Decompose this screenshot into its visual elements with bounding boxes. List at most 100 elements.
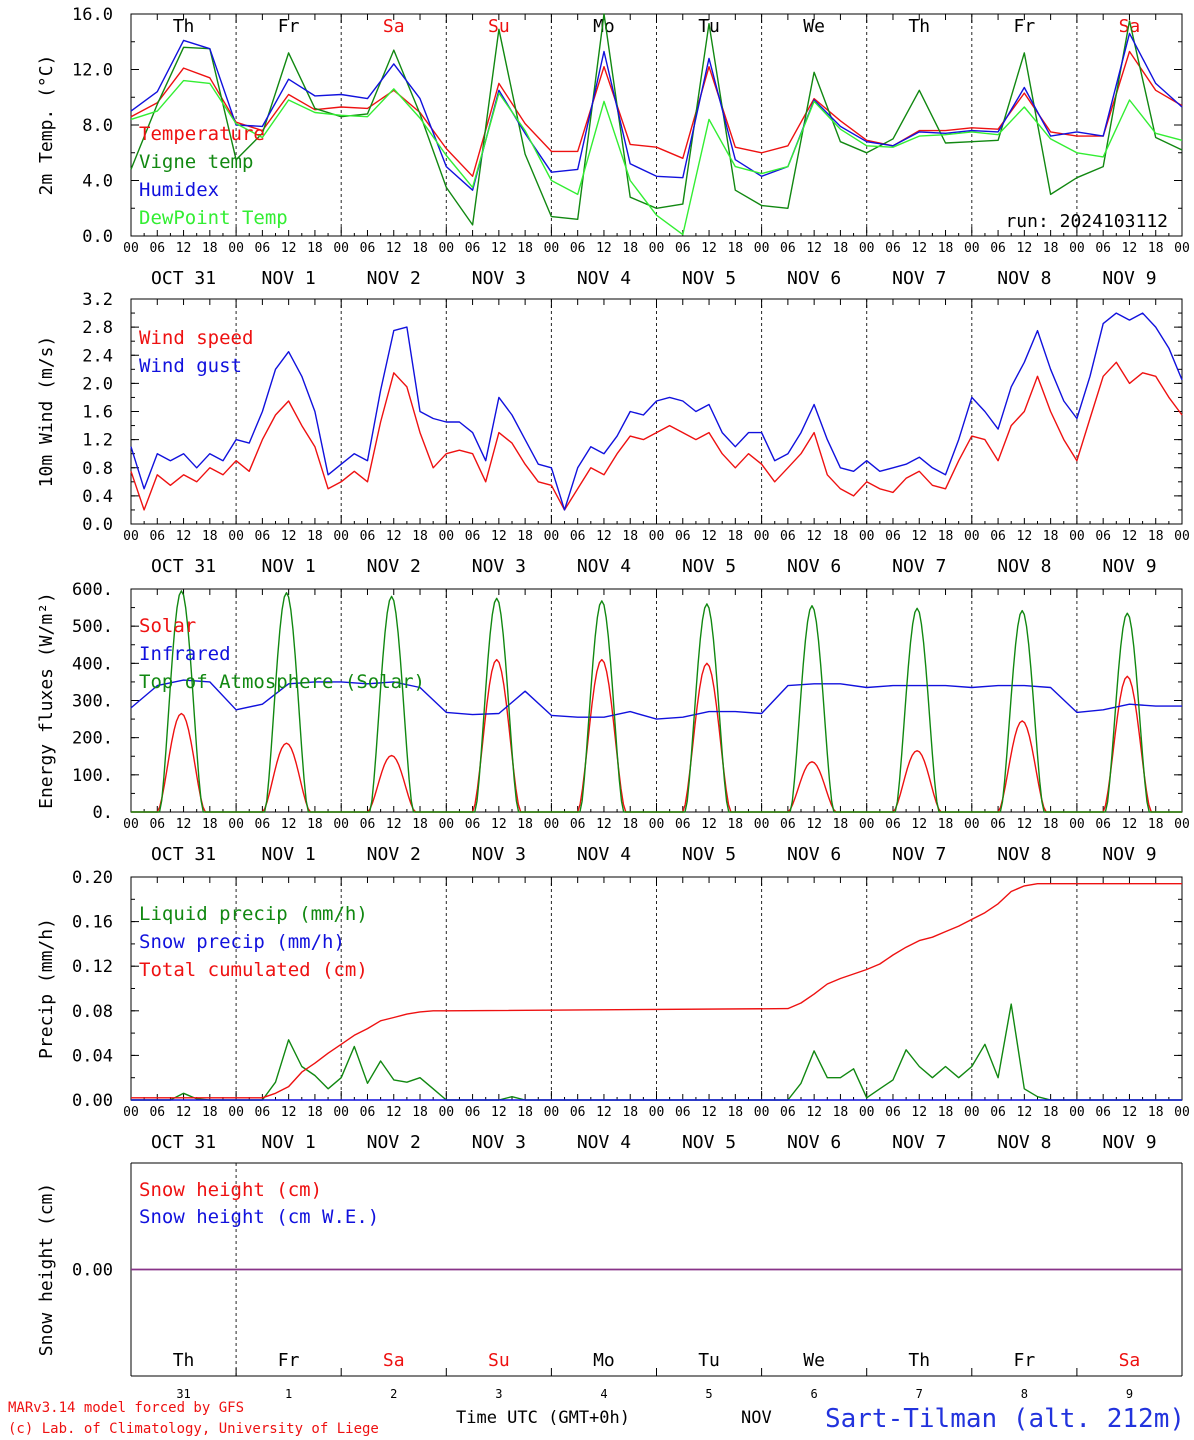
legend-entry: Vigne temp	[139, 151, 253, 173]
hour-tick-label: 06	[255, 241, 271, 256]
legend-entry: Total cumulated (cm)	[139, 959, 368, 981]
series-line-wind-gust	[130, 312, 1183, 511]
hour-tick-label: 12	[176, 241, 192, 256]
hour-tick-label: 12	[1122, 1105, 1138, 1120]
weekday-label: Sa	[383, 16, 405, 37]
hour-tick-label: 00	[228, 241, 244, 256]
weekday-label: Fr	[1014, 1350, 1036, 1371]
hour-tick-label: 18	[1043, 1105, 1059, 1120]
hour-tick-label: 06	[780, 241, 796, 256]
weekday-label: Sa	[383, 1350, 405, 1371]
weekday-label: Tu	[698, 1350, 720, 1371]
hour-tick-label: 18	[622, 529, 638, 544]
date-label: NOV 9	[1102, 268, 1156, 289]
run-label: run: 2024103112	[1005, 211, 1168, 232]
hour-tick-label: 00	[228, 817, 244, 832]
hour-tick-label: 18	[202, 241, 218, 256]
date-label: NOV 7	[892, 556, 946, 577]
hour-tick-label: 12	[1122, 241, 1138, 256]
legend-entry: Solar	[139, 615, 196, 637]
y-tick-label: 0.4	[82, 487, 113, 507]
y-tick-label: 1.6	[82, 403, 113, 423]
date-label: NOV 2	[367, 268, 421, 289]
hour-tick-label: 00	[123, 529, 139, 544]
hour-tick-label: 18	[1148, 1105, 1164, 1120]
hour-tick-label: 12	[911, 1105, 927, 1120]
date-label: NOV 5	[682, 1132, 736, 1153]
y-tick-label: 2.0	[82, 374, 113, 394]
hour-tick-label: 06	[149, 817, 165, 832]
hour-tick-label: 00	[544, 1105, 560, 1120]
hour-tick-label: 06	[570, 529, 586, 544]
hour-tick-label: 18	[622, 241, 638, 256]
model-line: MARv3.14 model forced by GFS	[8, 1400, 244, 1416]
hour-tick-label: 06	[885, 529, 901, 544]
series-line-total-cumulated-cm	[131, 883, 1182, 1099]
hour-tick-label: 00	[438, 1105, 454, 1120]
hour-tick-label: 00	[964, 241, 980, 256]
hour-tick-label: 18	[202, 1105, 218, 1120]
hour-tick-label: 00	[333, 817, 349, 832]
hour-tick-label: 00	[754, 817, 770, 832]
y-tick-label: 0.00	[72, 1261, 113, 1281]
hour-tick-label: 06	[675, 1105, 691, 1120]
hour-tick-label: 12	[1017, 1105, 1033, 1120]
y-axis-label: Energy fluxes (W/m²)	[36, 592, 57, 809]
hour-tick-label: 06	[465, 241, 481, 256]
hour-tick-label: 12	[701, 817, 717, 832]
hour-tick-label: 06	[675, 241, 691, 256]
day-number-label: 1	[285, 1387, 292, 1401]
hour-tick-label: 00	[1174, 1105, 1190, 1120]
hour-tick-label: 00	[964, 529, 980, 544]
date-label: OCT 31	[151, 1132, 216, 1153]
hour-tick-label: 12	[281, 241, 297, 256]
hour-tick-label: 00	[964, 1105, 980, 1120]
hour-tick-label: 06	[570, 817, 586, 832]
y-tick-label: 0.08	[72, 1002, 113, 1022]
hour-tick-label: 00	[964, 817, 980, 832]
hour-tick-label: 00	[438, 529, 454, 544]
hour-tick-label: 12	[1122, 817, 1138, 832]
weekday-label: Th	[908, 16, 930, 37]
hour-tick-label: 06	[885, 1105, 901, 1120]
hour-tick-label: 18	[727, 241, 743, 256]
date-label: NOV 5	[682, 556, 736, 577]
hour-tick-label: 12	[1017, 817, 1033, 832]
legend-entry: Wind gust	[139, 355, 242, 377]
y-tick-label: 3.2	[82, 290, 113, 310]
series-line-dewpoint-temp	[130, 79, 1183, 236]
y-tick-label: 0.0	[82, 227, 113, 247]
hour-tick-label: 12	[701, 1105, 717, 1120]
hour-tick-label: 06	[1095, 1105, 1111, 1120]
legend-entry: Liquid precip (mm/h)	[139, 903, 368, 925]
hour-tick-label: 12	[911, 529, 927, 544]
hour-tick-label: 18	[938, 817, 954, 832]
y-axis-label: 2m Temp. (°C)	[36, 55, 57, 196]
hour-tick-label: 12	[491, 817, 507, 832]
weekday-label: Mo	[593, 16, 615, 37]
hour-tick-label: 06	[990, 1105, 1006, 1120]
hour-tick-label: 12	[596, 529, 612, 544]
panel-1: 0.0 4.0 8.0 12.0 16.0 2m Temp. (°C) 00 06 12 18 OC…	[36, 5, 1190, 289]
hour-tick-label: 12	[911, 817, 927, 832]
y-tick-label: 12.0	[72, 61, 113, 81]
date-label: NOV 1	[262, 1132, 316, 1153]
date-label: NOV 4	[577, 556, 631, 577]
hour-tick-label: 18	[938, 529, 954, 544]
legend-entry: Wind speed	[139, 327, 253, 349]
hour-tick-label: 18	[1148, 817, 1164, 832]
hour-tick-label: 06	[1095, 817, 1111, 832]
date-label: NOV 4	[577, 1132, 631, 1153]
hour-tick-label: 00	[544, 529, 560, 544]
hour-tick-label: 06	[360, 817, 376, 832]
date-label: NOV 1	[262, 268, 316, 289]
date-label: NOV 3	[472, 268, 526, 289]
y-tick-label: 2.4	[82, 346, 113, 366]
date-label: NOV 6	[787, 1132, 841, 1153]
hour-tick-label: 12	[491, 529, 507, 544]
series-line-humidex	[130, 32, 1183, 191]
hour-tick-label: 06	[570, 1105, 586, 1120]
legend-entry: Humidex	[139, 179, 219, 201]
hour-tick-label: 18	[622, 1105, 638, 1120]
date-label: NOV 4	[577, 844, 631, 865]
